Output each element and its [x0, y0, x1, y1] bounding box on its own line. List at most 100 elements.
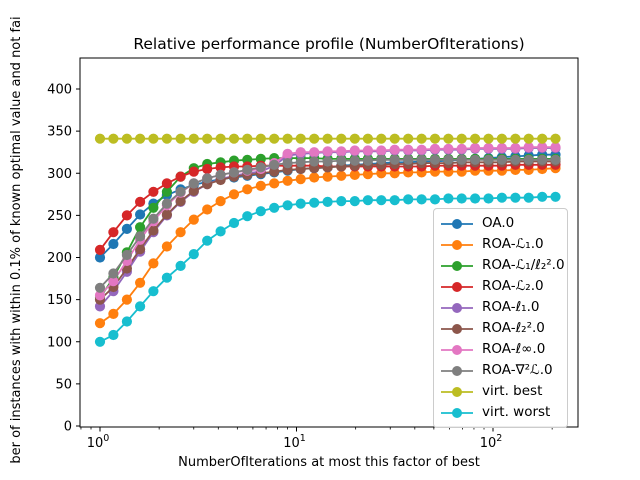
y-tick-label: 400: [47, 83, 72, 98]
data-point-marker: [228, 217, 240, 229]
legend-marker-icon: [441, 344, 473, 355]
data-point-marker: [215, 196, 226, 207]
data-point-marker: [242, 133, 253, 144]
data-point-marker: [403, 194, 414, 205]
data-point-marker: [295, 157, 306, 168]
data-point-marker: [416, 194, 427, 205]
data-point-marker: [161, 209, 172, 220]
data-point-marker: [175, 196, 186, 207]
data-point-marker: [108, 227, 119, 238]
legend-item: virt. best: [440, 381, 561, 402]
data-point-marker: [161, 198, 172, 209]
data-point-marker: [215, 226, 226, 237]
data-point-marker: [429, 194, 441, 205]
data-point-marker: [496, 133, 507, 144]
data-point-marker: [550, 142, 561, 153]
legend-marker-icon: [441, 239, 473, 250]
data-point-marker: [309, 147, 320, 158]
legend-item-label: ROA-ℒ₂.0: [482, 278, 544, 294]
legend-item: ROA-ℓ₂².0: [440, 318, 561, 339]
data-point-marker: [108, 329, 119, 341]
data-point-marker: [108, 133, 119, 144]
data-point-marker: [362, 155, 373, 166]
legend: OA.0 ROA-ℒ₁.0 ROA-ℒ₁/ℓ₂².0 ROA-ℒ₂.0 ROA-ℓ₁.0…: [433, 208, 568, 428]
data-point-marker: [322, 171, 333, 182]
legend-item: virt. worst: [440, 402, 561, 423]
data-point-marker: [349, 196, 360, 207]
data-point-marker: [376, 154, 387, 165]
data-point-marker: [362, 169, 373, 180]
data-point-marker: [108, 238, 119, 250]
legend-item-label: ROA-ℒ₁/ℓ₂².0: [482, 257, 565, 273]
data-point-marker: [309, 197, 320, 208]
data-point-marker: [295, 174, 306, 185]
y-tick-label: 50: [55, 377, 72, 392]
data-point-marker: [443, 133, 454, 144]
data-point-marker: [295, 133, 306, 144]
data-point-marker: [121, 210, 132, 221]
data-point-marker: [94, 252, 106, 263]
series-layer: [94, 133, 561, 347]
data-point-marker: [403, 133, 414, 144]
data-point-marker: [269, 133, 280, 144]
data-point-marker: [202, 173, 213, 184]
data-point-marker: [188, 133, 199, 144]
data-point-marker: [349, 133, 360, 144]
data-point-marker: [148, 258, 159, 269]
data-point-marker: [456, 133, 467, 144]
data-point-marker: [282, 175, 293, 186]
data-point-marker: [135, 244, 146, 255]
data-point-marker: [135, 301, 146, 312]
legend-item-label: ROA-∇²ℒ.0: [482, 362, 553, 378]
data-point-marker: [269, 178, 280, 189]
legend-item-label: ROA-ℓ∞.0: [482, 341, 546, 357]
data-point-marker: [496, 192, 507, 203]
data-point-marker: [456, 193, 467, 204]
chart-title: Relative performance profile (NumberOfIt…: [133, 35, 524, 53]
data-point-marker: [228, 167, 240, 178]
data-point-marker: [336, 170, 347, 181]
y-tick-label: 250: [47, 209, 72, 224]
data-point-marker: [94, 244, 106, 255]
data-point-marker: [202, 133, 213, 144]
data-point-marker: [108, 268, 119, 279]
data-point-marker: [550, 133, 561, 144]
data-point-marker: [349, 145, 360, 156]
data-point-marker: [188, 249, 199, 260]
data-point-marker: [336, 155, 347, 166]
series-virt. worst: [94, 191, 561, 347]
data-point-marker: [470, 142, 481, 154]
data-point-marker: [349, 155, 360, 166]
data-point-marker: [322, 156, 333, 167]
data-point-marker: [188, 178, 199, 189]
data-point-marker: [175, 186, 186, 197]
data-point-marker: [94, 282, 106, 293]
data-point-marker: [121, 294, 132, 305]
data-point-marker: [443, 193, 454, 204]
data-point-marker: [121, 223, 132, 234]
x-tick-label: 102: [480, 433, 503, 451]
data-point-marker: [537, 133, 548, 144]
data-point-marker: [336, 196, 347, 207]
data-point-marker: [242, 164, 253, 175]
series-virt. best: [94, 133, 561, 144]
data-point-marker: [202, 163, 213, 175]
data-point-marker: [470, 193, 481, 204]
data-point-marker: [108, 308, 119, 319]
legend-item: ROA-∇²ℒ.0: [440, 360, 561, 381]
data-point-marker: [550, 154, 561, 165]
data-point-marker: [148, 133, 159, 144]
data-point-marker: [362, 145, 373, 156]
data-point-marker: [282, 148, 293, 159]
data-point-marker: [161, 186, 172, 197]
data-point-marker: [242, 211, 253, 222]
data-point-marker: [362, 133, 373, 144]
data-point-marker: [537, 154, 548, 165]
data-point-marker: [255, 133, 266, 144]
data-point-marker: [175, 171, 186, 182]
data-point-marker: [269, 159, 280, 170]
data-point-marker: [188, 185, 199, 196]
data-point-marker: [470, 154, 481, 165]
legend-item: ROA-ℓ∞.0: [440, 339, 561, 360]
data-point-marker: [510, 192, 521, 203]
